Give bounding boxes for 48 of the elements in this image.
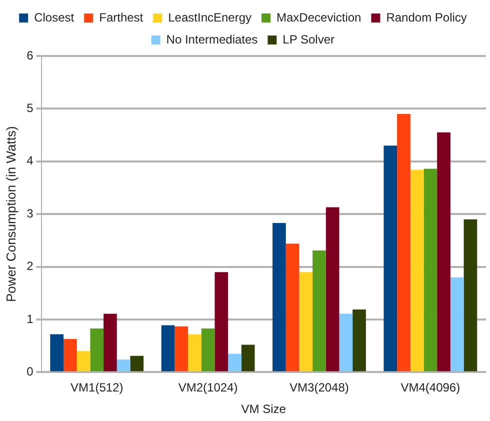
bar (464, 219, 478, 372)
bar (241, 344, 255, 372)
bar (397, 114, 410, 372)
bar (90, 328, 104, 372)
bar (228, 354, 242, 372)
y-tick-label: 6 (26, 48, 34, 62)
x-tick-label: VM2(1024) (178, 380, 238, 395)
bar (312, 250, 326, 372)
bar (130, 356, 144, 372)
bar (50, 334, 64, 372)
y-tick-label: 4 (26, 154, 34, 168)
bar (384, 146, 398, 372)
legend-label: LeastIncEnergy (168, 10, 252, 24)
bar (201, 328, 215, 372)
x-tick-label: VM4(4096) (400, 380, 460, 395)
bar (286, 244, 300, 372)
bar (188, 334, 202, 372)
bar (116, 360, 130, 372)
bar (326, 207, 340, 372)
bar (76, 351, 90, 372)
x-tick-label: VM1(512) (70, 380, 124, 395)
bar (410, 170, 424, 372)
bar (64, 339, 77, 372)
bar (450, 277, 464, 372)
legend-label: Farthest (99, 10, 144, 24)
bar (174, 326, 188, 372)
legend-label: LP Solver (282, 32, 334, 46)
y-axis-title: Power Consumption (in Watts) (3, 126, 18, 302)
bar (299, 272, 313, 372)
bar (161, 325, 175, 372)
y-tick-label: 5 (26, 101, 34, 116)
y-tick-label: 0 (26, 364, 34, 379)
x-axis-title: VM Size (241, 402, 286, 416)
bar (214, 272, 228, 372)
bar (104, 314, 117, 372)
legend-label: MaxDeceviction (276, 10, 362, 24)
bar (272, 223, 286, 372)
bar (424, 168, 438, 372)
bar (352, 309, 366, 372)
y-tick-label: 1 (26, 312, 34, 326)
legend-label: No Intermediates (166, 32, 258, 46)
bar (437, 132, 450, 372)
y-tick-label: 3 (26, 206, 34, 220)
legend-label: Closest (34, 10, 75, 24)
y-tick-label: 2 (26, 259, 34, 274)
legend-label: Random Policy (386, 10, 467, 24)
bar (339, 314, 353, 372)
x-tick-label: VM3(2048) (290, 380, 349, 395)
